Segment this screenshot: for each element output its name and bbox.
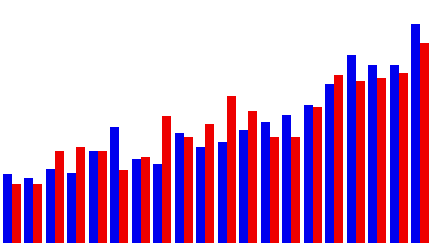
Bar — [377, 78, 386, 243]
Bar — [98, 151, 107, 243]
Bar — [132, 159, 141, 243]
Bar — [420, 43, 429, 243]
Bar — [334, 76, 343, 243]
Bar — [218, 141, 227, 243]
Bar — [227, 96, 236, 243]
Bar — [270, 138, 279, 243]
Bar — [205, 124, 214, 243]
Bar — [12, 183, 21, 243]
Bar — [282, 115, 291, 243]
Bar — [24, 178, 33, 243]
Bar — [291, 137, 300, 243]
Bar — [304, 105, 313, 243]
Bar — [390, 65, 399, 243]
Bar — [356, 81, 365, 243]
Bar — [184, 137, 193, 243]
Bar — [46, 169, 55, 243]
Bar — [141, 157, 150, 243]
Bar — [153, 164, 162, 243]
Bar — [399, 73, 408, 243]
Bar — [313, 107, 322, 243]
Bar — [239, 130, 248, 243]
Bar — [260, 122, 270, 243]
Bar — [55, 151, 64, 243]
Bar — [162, 116, 172, 243]
Bar — [110, 127, 119, 243]
Bar — [196, 147, 205, 243]
Bar — [33, 184, 42, 243]
Bar — [368, 65, 377, 243]
Bar — [76, 147, 86, 243]
Bar — [248, 111, 257, 243]
Bar — [346, 55, 356, 243]
Bar — [3, 174, 12, 243]
Bar — [119, 170, 128, 243]
Bar — [325, 84, 334, 243]
Bar — [67, 173, 76, 243]
Bar — [89, 151, 98, 243]
Bar — [175, 133, 184, 243]
Bar — [411, 24, 420, 243]
